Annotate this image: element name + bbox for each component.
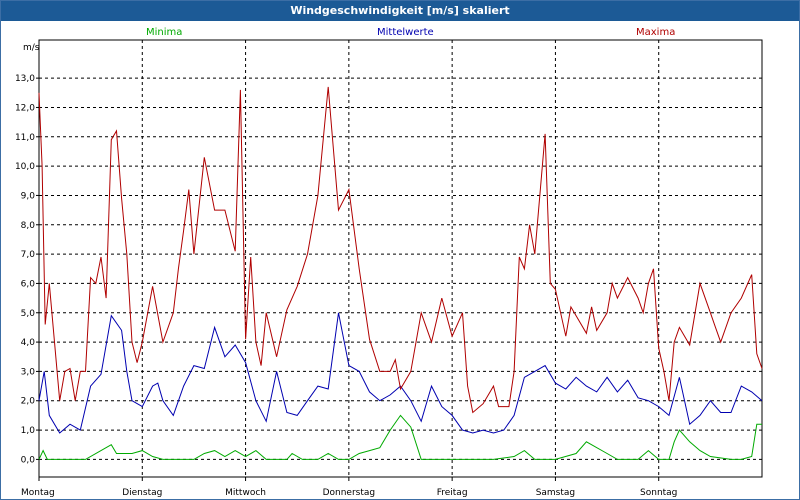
x-tick-day: Montag (21, 488, 55, 498)
y-tick-label: 2,0 (21, 397, 36, 407)
grid-lines (39, 40, 762, 477)
y-tick-label: 8,0 (21, 221, 36, 231)
x-axis-labels: Montag10.07.17Dienstag11.07.17Mittwoch12… (21, 477, 677, 498)
x-tick-day: Freitag (437, 488, 468, 498)
y-tick-label: 12,0 (15, 103, 35, 113)
y-tick-label: 6,0 (21, 279, 36, 289)
y-tick-label: 1,0 (21, 426, 36, 436)
series-line-minima (38, 414, 762, 460)
series-line-mittelwerte (38, 312, 763, 434)
y-axis-ticks: 0,0 1,0 2,0 3,0 4,0 5,0 6,0 7,0 8,0 9,0 10,0 11,0 12… (15, 74, 39, 465)
legend-maxima: Maxima (636, 27, 675, 38)
y-tick-label: 4,0 (21, 338, 36, 348)
x-tick-day: Donnerstag (323, 488, 376, 498)
wind-speed-chart: 0,0 1,0 2,0 3,0 4,0 5,0 6,0 7,0 8,0 9,0 10,0 11,0 12… (15, 27, 763, 498)
plot-frame (38, 39, 763, 478)
series-line-maxima (38, 86, 763, 414)
y-axis-label: m/s (23, 43, 40, 53)
series-lines (38, 86, 763, 460)
x-tick-day: Mittwoch (225, 488, 266, 498)
y-tick-label: 3,0 (21, 367, 36, 377)
window-title: Windgeschwindigkeit [m/s] skaliert (1, 1, 799, 21)
y-tick-label: 5,0 (21, 309, 36, 319)
x-tick-day: Samstag (536, 488, 575, 498)
legend-minima: Minima (146, 27, 182, 38)
y-tick-label: 0,0 (21, 455, 36, 465)
x-tick-day: Sonntag (640, 488, 677, 498)
x-tick-day: Dienstag (122, 488, 162, 498)
y-tick-label: 11,0 (15, 133, 35, 143)
legend-mittelwerte: Mittelwerte (377, 27, 434, 38)
y-tick-label: 9,0 (21, 191, 36, 201)
y-tick-label: 13,0 (15, 74, 35, 84)
y-tick-label: 7,0 (21, 250, 36, 260)
y-tick-label: 10,0 (15, 162, 35, 172)
